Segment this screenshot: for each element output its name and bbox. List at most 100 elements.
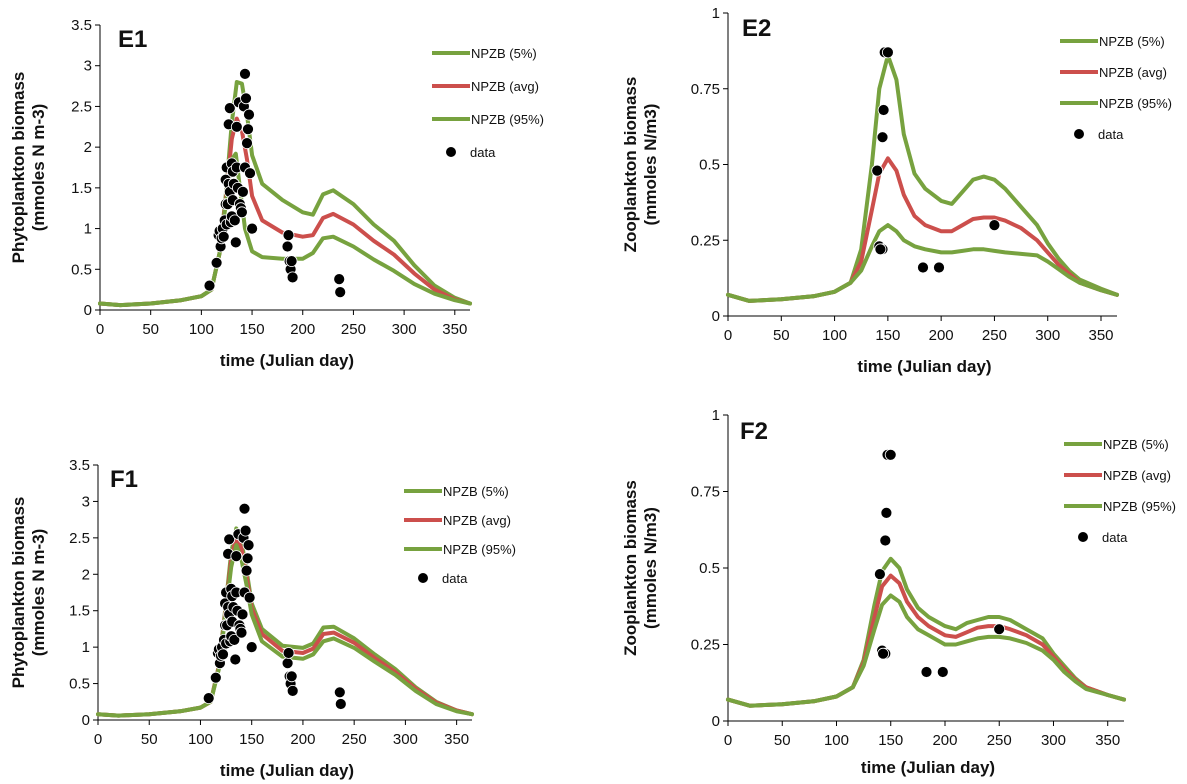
f2-data-point (993, 623, 1006, 636)
f1-legend-label: NPZB (95%) (443, 542, 516, 557)
e2-y-tick-label: 0.5 (699, 157, 720, 174)
f1-series-line-3 (96, 543, 474, 718)
e1-data-point (240, 92, 252, 105)
f1-data-point (333, 686, 346, 699)
f1-x-tick-label: 50 (141, 731, 158, 748)
f1-data-point (286, 685, 299, 697)
f1-y-tick-label: 1 (82, 639, 90, 656)
e1-y-tick-label: 2.5 (71, 98, 92, 115)
f1-legend-label: NPZB (5%) (443, 484, 509, 499)
e2-x-tick-label: 350 (1088, 327, 1113, 344)
e1-y-axis-title: (mmoles N m-3) (29, 104, 48, 232)
e2-y-tick-label: 0.25 (691, 232, 720, 249)
f2-y-tick-label: 0.5 (699, 560, 720, 577)
e1-panel-label: E1 (118, 26, 147, 53)
f2-legend-label: NPZB (avg) (1103, 468, 1171, 483)
e1-data-point (333, 273, 346, 286)
f2-x-tick-label: 300 (1041, 732, 1066, 749)
f2-y-tick-label: 0.25 (691, 637, 720, 654)
e1-data-point (282, 229, 295, 242)
f2-data-point (880, 507, 893, 519)
f2-x-tick-label: 350 (1095, 732, 1120, 749)
e2-data-point (882, 46, 894, 59)
f1-legend-label: NPZB (avg) (443, 513, 511, 528)
e2-x-tick-label: 150 (875, 327, 900, 344)
e1-data-point (286, 271, 299, 284)
e2-data-point (917, 261, 929, 274)
f1-x-tick-label: 150 (239, 731, 264, 748)
f1-panel-label: F1 (110, 466, 138, 493)
f1-y-tick-label: 0 (82, 712, 90, 729)
f1-data-point (245, 641, 258, 653)
e1-y-tick-label: 0 (84, 302, 92, 319)
e2-legend-marker (1074, 129, 1084, 139)
e1-data-point (223, 102, 236, 114)
f2-data-point (874, 568, 886, 580)
f1-data-point (217, 648, 229, 661)
e1-data-point (285, 255, 298, 268)
f2-legend-marker (1078, 532, 1088, 542)
e2-legend-label: NPZB (5%) (1099, 34, 1165, 49)
f2-y-axis-title: (mmoles N/m3) (641, 507, 660, 629)
e1-data-point (239, 68, 251, 80)
f1-x-tick-label: 250 (342, 731, 367, 748)
f1-legend-marker (418, 573, 428, 583)
e1-data-point (230, 120, 243, 133)
e2-y-tick-label: 0.75 (691, 81, 720, 98)
e1-y-tick-label: 3.5 (71, 17, 92, 34)
e2-x-tick-label: 300 (1035, 327, 1060, 344)
e1-data-point (241, 137, 253, 150)
e1-x-tick-label: 350 (442, 321, 467, 338)
e2-x-tick-label: 50 (773, 327, 790, 344)
f2-data-point (879, 534, 892, 547)
f1-data-point (235, 626, 248, 639)
f2-y-tick-label: 0 (712, 713, 720, 730)
f1-x-tick-label: 300 (393, 731, 418, 748)
e1-y-tick-label: 0.5 (71, 261, 92, 278)
e2-data-point (933, 261, 945, 274)
e1-data-point (228, 214, 241, 227)
f1-data-point (223, 533, 236, 546)
e2-legend-label: data (1098, 127, 1124, 142)
e1-x-tick-label: 200 (290, 321, 315, 338)
e2-legend-label: NPZB (95%) (1099, 96, 1172, 111)
e1-series-line-2 (98, 116, 472, 308)
f1-y-tick-label: 2 (82, 566, 90, 583)
f1-y-axis-title: Phytoplankton biomass (9, 497, 28, 689)
f2-data-point (920, 666, 933, 678)
f2-legend: NPZB (5%) NPZB (avg) NPZB (95%) data (1064, 437, 1176, 545)
f1-y-tick-label: 3.5 (69, 457, 90, 474)
e1-y-tick-label: 1 (84, 221, 92, 238)
f2-series-line-2 (726, 573, 1126, 708)
e2-x-tick-label: 100 (822, 327, 847, 344)
e2-y-tick-label: 1 (712, 5, 720, 22)
f2-x-tick-label: 150 (878, 732, 903, 749)
f2-x-tick-label: 200 (932, 732, 957, 749)
f2-data-point (936, 666, 949, 678)
f1-data-point (242, 539, 255, 551)
f2-data-point (884, 448, 897, 461)
f1-data-point (239, 524, 252, 537)
f2-x-tick-label: 100 (824, 732, 849, 749)
panel-e2: 0 0.25 0.5 0.75 1 0 50 100 150 200 250 300 350 time (… (621, 5, 1172, 376)
e1-data-point (246, 222, 259, 235)
e1-data-point (210, 256, 223, 269)
e1-legend: NPZB (5%) NPZB (avg) NPZB (95%) data (432, 46, 544, 160)
f1-legend: NPZB (5%) NPZB (avg) NPZB (95%) data (404, 484, 516, 586)
e1-series-line-3 (98, 151, 472, 308)
f1-data-point (334, 698, 347, 710)
e1-y-tick-label: 1.5 (71, 180, 92, 197)
e1-x-tick-label: 150 (240, 321, 265, 338)
f1-y-tick-label: 1.5 (69, 603, 90, 620)
e1-legend-marker (446, 147, 456, 157)
e2-x-tick-label: 200 (929, 327, 954, 344)
e2-series-line-2 (726, 156, 1119, 303)
f2-x-axis-title: time (Julian day) (861, 758, 995, 777)
f1-x-tick-label: 350 (444, 731, 469, 748)
e1-y-tick-label: 3 (84, 58, 92, 75)
f1-data-point (230, 550, 243, 562)
e2-legend-label: NPZB (avg) (1099, 65, 1167, 80)
f1-y-axis-title: (mmoles N m-3) (29, 529, 48, 657)
f1-data-point (240, 564, 253, 577)
